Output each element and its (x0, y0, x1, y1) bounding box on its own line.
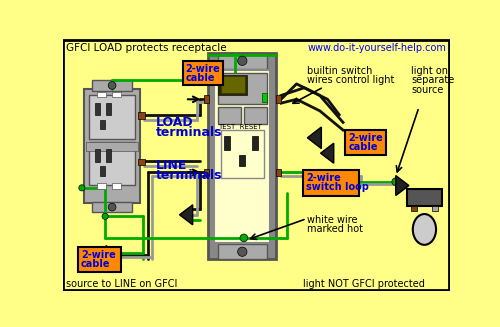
Bar (252, 136, 258, 150)
Text: 2-wire: 2-wire (348, 133, 383, 143)
Text: marked hot: marked hot (306, 224, 362, 234)
Circle shape (79, 185, 85, 191)
Bar (100, 166, 105, 176)
Bar (86, 142, 139, 151)
Bar (204, 95, 209, 103)
Bar (208, 53, 276, 259)
Text: cable: cable (348, 143, 378, 152)
Text: 2-wire: 2-wire (186, 64, 220, 74)
Bar (218, 53, 267, 68)
Text: terminals: terminals (156, 126, 222, 139)
Text: GFCI LOAD protects receptacle: GFCI LOAD protects receptacle (66, 43, 227, 53)
Polygon shape (396, 176, 409, 196)
Circle shape (108, 203, 116, 211)
Circle shape (238, 56, 247, 65)
Text: cable: cable (81, 259, 110, 269)
Bar (218, 244, 267, 259)
Bar (84, 89, 140, 203)
Bar (182, 61, 223, 85)
Circle shape (240, 234, 248, 242)
Bar (92, 80, 132, 91)
Bar (218, 107, 241, 124)
Bar (112, 92, 122, 97)
Text: TEST  RESET: TEST RESET (218, 124, 262, 130)
Text: terminals: terminals (156, 169, 222, 181)
Text: www.do-it-yourself-help.com: www.do-it-yourself-help.com (307, 43, 446, 53)
Bar (276, 95, 281, 103)
Bar (96, 183, 106, 189)
Bar (244, 107, 267, 124)
Bar (138, 159, 144, 165)
Bar (220, 130, 264, 178)
Text: source to LINE on GFCI: source to LINE on GFCI (66, 279, 178, 289)
Polygon shape (308, 127, 322, 148)
Bar (95, 103, 100, 115)
Bar (78, 247, 122, 272)
Text: white wire: white wire (306, 215, 357, 225)
Ellipse shape (413, 214, 436, 245)
Text: separate: separate (411, 76, 455, 85)
Text: light on: light on (411, 66, 448, 76)
Text: source: source (411, 85, 444, 95)
Bar (262, 93, 267, 102)
Bar (218, 75, 247, 95)
Bar (92, 202, 132, 213)
Circle shape (108, 82, 116, 89)
Text: 2-wire: 2-wire (306, 173, 340, 183)
Bar (220, 76, 246, 93)
Polygon shape (180, 205, 192, 225)
Circle shape (238, 247, 247, 256)
Text: builtin switch: builtin switch (306, 66, 372, 76)
Bar (408, 189, 442, 206)
Bar (89, 142, 136, 185)
Bar (432, 206, 438, 211)
Polygon shape (94, 246, 106, 266)
Bar (106, 149, 112, 162)
Polygon shape (320, 143, 334, 163)
Text: 2-wire: 2-wire (81, 250, 116, 260)
Bar (100, 120, 105, 129)
Bar (204, 169, 209, 176)
Circle shape (102, 213, 108, 219)
Text: LOAD: LOAD (156, 116, 193, 129)
Bar (89, 95, 136, 139)
Bar (214, 70, 270, 243)
Bar (346, 130, 386, 155)
Text: wires control light: wires control light (306, 76, 394, 85)
Bar (138, 112, 144, 119)
Text: LINE: LINE (156, 159, 187, 172)
Bar (112, 183, 122, 189)
Bar (218, 73, 267, 104)
Bar (276, 169, 281, 176)
Bar (239, 155, 246, 165)
Text: cable: cable (186, 73, 215, 83)
Bar (411, 206, 418, 211)
Bar (106, 103, 112, 115)
Bar (224, 136, 230, 150)
Bar (95, 149, 100, 162)
Circle shape (392, 178, 400, 185)
Bar (96, 92, 106, 97)
Bar (303, 170, 358, 196)
Text: light NOT GFCI protected: light NOT GFCI protected (303, 279, 424, 289)
Text: switch loop: switch loop (306, 182, 368, 193)
